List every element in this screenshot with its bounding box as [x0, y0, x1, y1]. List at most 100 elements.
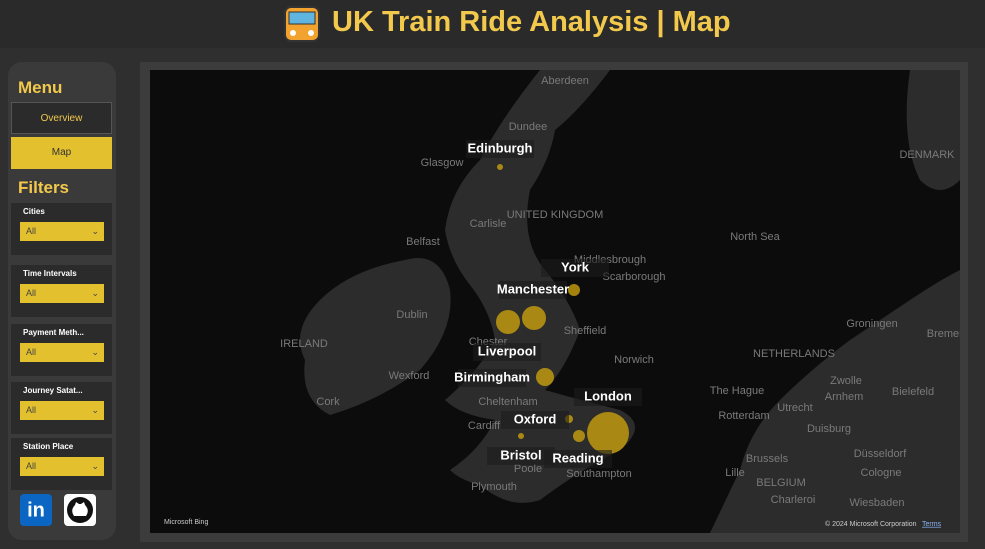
filter-label: Cities — [23, 207, 45, 216]
station-label: York — [561, 259, 590, 274]
place-label: Glasgow — [421, 157, 464, 169]
place-label: UNITED KINGDOM — [507, 209, 604, 221]
station-bubble[interactable] — [518, 433, 524, 439]
station-bubble[interactable] — [522, 306, 546, 330]
station-label-bg — [541, 259, 609, 277]
map-terms[interactable]: Terms — [922, 521, 942, 528]
land-ireland — [300, 258, 451, 415]
filter-label: Time Intervals — [23, 269, 77, 278]
place-label: Bremen — [927, 328, 960, 340]
station-label-bg — [466, 140, 534, 158]
place-label: Utrecht — [777, 402, 812, 414]
place-label: IRELAND — [280, 338, 328, 350]
station-label: Bristol — [500, 447, 541, 462]
filter: Journey Satat... All ⌄ — [11, 382, 112, 434]
place-label: Dundee — [509, 121, 548, 133]
filter-dropdown[interactable]: All ⌄ — [20, 457, 104, 476]
place-label: Cardiff — [468, 420, 501, 432]
place-label: Poole — [514, 463, 542, 475]
place-label: DENMARK — [899, 149, 955, 161]
place-label: Scarborough — [603, 271, 666, 283]
station-label: Manchester — [497, 281, 569, 296]
map-credit: Microsoft Bing — [164, 519, 208, 526]
station-bubble[interactable] — [568, 284, 580, 296]
dropdown-arrow: ⌄ — [91, 347, 99, 357]
dropdown-arrow: ⌄ — [91, 288, 99, 298]
filter: Payment Meth... All ⌄ — [11, 324, 112, 376]
place-label: The Hague — [710, 385, 764, 397]
place-label: Lille — [725, 467, 745, 479]
train-icon — [284, 6, 320, 42]
place-label: Southampton — [566, 468, 631, 480]
station-bubble[interactable] — [497, 164, 503, 170]
station-label: Liverpool — [478, 343, 537, 358]
station-label-bg — [574, 388, 642, 406]
place-label: Cork — [316, 396, 340, 408]
station-bubble[interactable] — [536, 368, 554, 386]
place-label: Groningen — [846, 318, 897, 330]
filter-dropdown[interactable]: All ⌄ — [20, 222, 104, 241]
station-bubble[interactable] — [573, 430, 585, 442]
station-label-bg — [544, 450, 612, 468]
filter: Station Place All ⌄ — [11, 438, 112, 490]
place-label: Duisburg — [807, 423, 851, 435]
place-label: Cologne — [861, 467, 902, 479]
menu-item[interactable]: Overview — [11, 102, 112, 134]
filters-title: Filters — [18, 178, 70, 197]
place-label: Rotterdam — [718, 410, 769, 422]
filter-label: Payment Meth... — [23, 328, 84, 337]
station-label: Reading — [552, 450, 603, 465]
dropdown-arrow: ⌄ — [91, 405, 99, 415]
place-label: Cheltenham — [478, 396, 537, 408]
place-label: Aberdeen — [541, 75, 589, 87]
place-label: Norwich — [614, 354, 654, 366]
place-label: Charleroi — [771, 494, 816, 506]
page-title: UK Train Ride Analysis | Map — [332, 6, 731, 38]
filter-dropdown[interactable]: All ⌄ — [20, 401, 104, 420]
linkedin-button[interactable] — [20, 494, 52, 526]
filter-dropdown[interactable]: All ⌄ — [20, 284, 104, 303]
land-europe — [710, 270, 960, 533]
header: UK Train Ride Analysis | Map — [0, 0, 985, 48]
place-label: Düsseldorf — [854, 448, 908, 460]
sidebar: Menu Overview Map Filters in Cities All ⌄ T… — [8, 62, 116, 540]
place-label: Carlisle — [470, 218, 507, 230]
station-bubble[interactable] — [496, 310, 520, 334]
place-label: Dublin — [396, 309, 427, 321]
dropdown-arrow: ⌄ — [91, 461, 99, 471]
station-label-bg — [473, 343, 541, 361]
place-label: Arnhem — [825, 391, 864, 403]
station-label-bg — [501, 411, 569, 429]
place-label: Wiesbaden — [849, 497, 904, 509]
dropdown-arrow: ⌄ — [91, 226, 99, 236]
station-label-bg — [499, 281, 567, 299]
menu-item[interactable]: Map — [11, 137, 112, 169]
place-label: BELGIUM — [756, 477, 806, 489]
menu-title: Menu — [18, 78, 63, 97]
station-label: London — [584, 388, 632, 403]
filter: Time Intervals All ⌄ — [11, 265, 112, 317]
map-panel: Aberdeen Dundee Glasgow Carlisle UNITED KING… — [140, 62, 968, 542]
station-label: Birmingham — [454, 369, 530, 384]
place-label: Belfast — [406, 236, 440, 248]
linkedin-logo: in — [27, 499, 45, 521]
station-label: Oxford — [514, 411, 557, 426]
filter: Cities All ⌄ — [11, 203, 112, 255]
filter-label: Station Place — [23, 442, 74, 451]
place-label: NETHERLANDS — [753, 348, 835, 360]
place-label: North Sea — [730, 231, 780, 243]
place-label: Zwolle — [830, 375, 862, 387]
station-label-bg — [487, 447, 555, 465]
station-bubble[interactable] — [587, 412, 629, 454]
place-label: Bielefeld — [892, 386, 934, 398]
filter-dropdown[interactable]: All ⌄ — [20, 343, 104, 362]
station-label: Edinburgh — [468, 140, 533, 155]
land-denmark — [906, 70, 960, 190]
place-label: Brussels — [746, 453, 789, 465]
station-label-bg — [458, 369, 526, 387]
place-label: Plymouth — [471, 481, 517, 493]
place-label: Sheffield — [564, 325, 607, 337]
map-credit: © 2024 Microsoft Corporation — [825, 520, 917, 528]
